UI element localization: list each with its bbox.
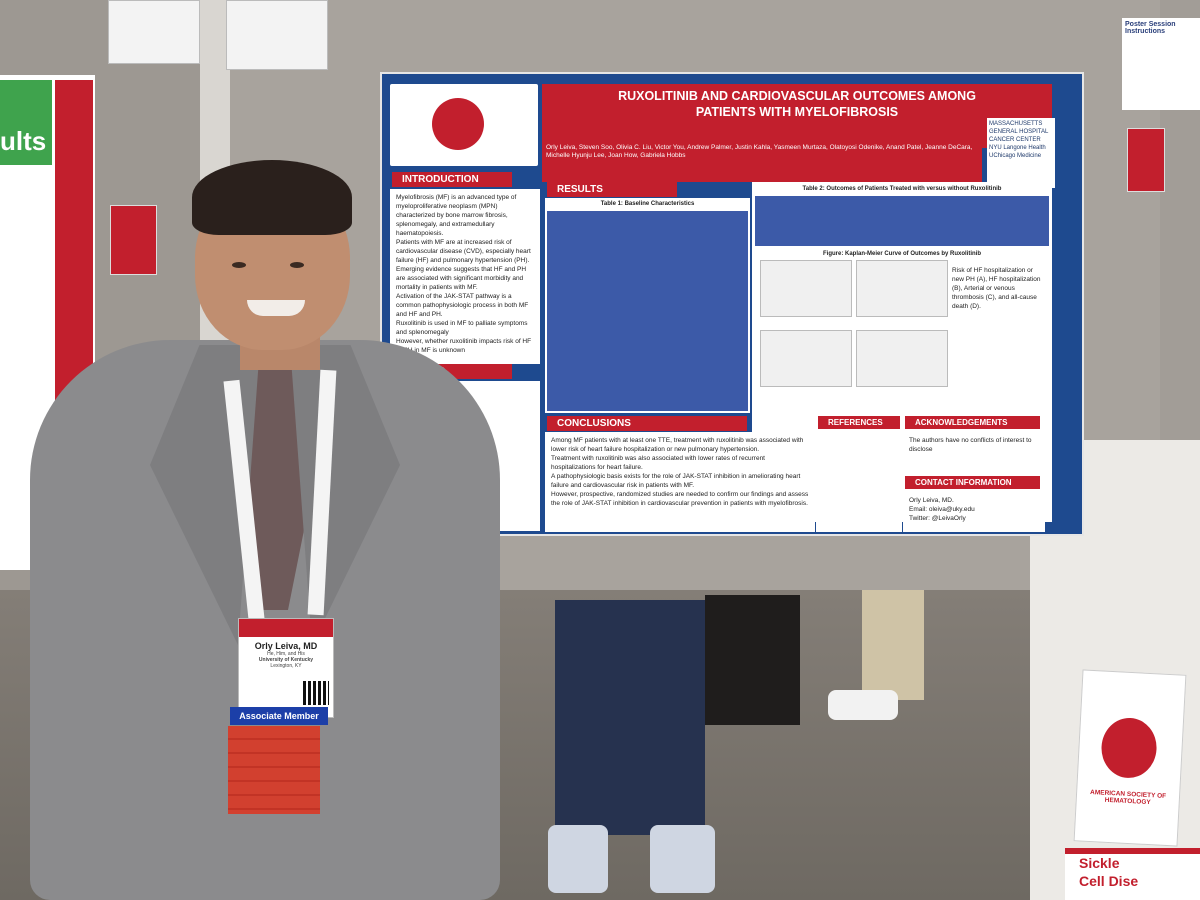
board-notice-1 — [108, 0, 200, 64]
ash-stand-sign: AMERICAN SOCIETY OF HEMATOLOGY — [1073, 669, 1187, 847]
background-person-legs — [555, 600, 705, 835]
institution-logos: MASSACHUSETTS GENERAL HOSPITAL CANCER CE… — [987, 118, 1055, 188]
km-panel-d — [856, 330, 948, 387]
km-panel-c — [760, 330, 852, 387]
badge-header — [239, 619, 333, 637]
presenter-smile — [247, 300, 305, 316]
poster-title: RUXOLITINIB AND CARDIOVASCULAR OUTCOMES … — [542, 84, 1052, 148]
conclusions-body: Among MF patients with at least one TTE,… — [545, 432, 815, 532]
km-panel-b — [856, 260, 948, 317]
logo-mgh: MASSACHUSETTS GENERAL HOSPITAL CANCER CE… — [989, 121, 1049, 143]
contact-heading: CONTACT INFORMATION — [905, 476, 1040, 489]
introduction-body: Myelofibrosis (MF) is an advanced type o… — [390, 189, 540, 364]
left-poster-heading-block: ults — [0, 80, 52, 165]
ash-stand-logo — [1099, 716, 1159, 780]
km-caption: Risk of HF hospitalization or new PH (A)… — [952, 267, 1041, 310]
contact-name: Orly Leiva, MD. — [909, 497, 954, 504]
background-person-dark — [705, 595, 800, 725]
intro-bullet: Ruxolitinib is used in MF to palliate sy… — [396, 320, 528, 336]
intro-bullet: Activation of the JAK-STAT pathway is a … — [396, 293, 529, 318]
background-person-shoe — [650, 825, 715, 893]
intro-bullet: However, whether ruxolitinib impacts ris… — [396, 338, 532, 354]
presenter-eye — [232, 262, 246, 268]
ash-placard-left — [110, 205, 157, 275]
member-ribbon: Associate Member — [230, 707, 328, 725]
ash-logo-mark — [432, 98, 484, 150]
ash-placard-right — [1127, 128, 1165, 192]
table1-body — [547, 211, 748, 411]
table1-title: Table 1: Baseline Characteristics — [600, 201, 695, 207]
ash-stand-text: AMERICAN SOCIETY OF HEMATOLOGY — [1089, 788, 1167, 807]
conclusions-heading: CONCLUSIONS — [547, 416, 747, 431]
conclusion-bullet: However, prospective, randomized studies… — [551, 491, 809, 507]
table1: Table 1: Baseline Characteristics — [545, 198, 750, 413]
background-person-sneaker — [828, 690, 898, 720]
table2-body — [755, 196, 1049, 246]
conclusion-bullet: Treatment with ruxolitinib was also asso… — [551, 455, 765, 471]
badge-name: Orly Leiva, MD — [254, 641, 318, 651]
logo-uchicago: UChicago Medicine — [989, 153, 1042, 159]
badge-location: Lexington, KY — [270, 663, 302, 669]
ash-logo — [390, 84, 538, 166]
badge-affiliation: University of Kentucky — [258, 657, 314, 663]
poster-instructions-title: Poster Session Instructions — [1125, 21, 1176, 35]
sickle-cell-sign-line1: Sickle — [1079, 855, 1120, 871]
poster-title-line2: PATIENTS WITH MYELOFIBROSIS — [695, 105, 899, 119]
intro-bullet: Myelofibrosis (MF) is an advanced type o… — [396, 194, 517, 237]
presenter-eye — [290, 262, 304, 268]
acknowledgements-heading: ACKNOWLEDGEMENTS — [905, 416, 1040, 429]
board-notice-2 — [226, 0, 328, 70]
km-figure-title: Figure: Kaplan-Meier Curve of Outcomes b… — [822, 251, 982, 257]
logo-nyu: NYU Langone Health — [989, 145, 1046, 151]
sickle-cell-sign: Sickle Cell Dise — [1065, 848, 1200, 900]
conclusion-bullet: Among MF patients with at least one TTE,… — [551, 437, 804, 453]
badge-qr-code — [303, 681, 329, 705]
background-person-shoe — [548, 825, 608, 893]
references-heading: REFERENCES — [818, 416, 900, 429]
references-body — [816, 432, 902, 532]
introduction-heading: INTRODUCTION — [392, 172, 512, 187]
conclusion-bullet: A pathophysiologic basis exists for the … — [551, 473, 801, 489]
contact-body: Orly Leiva, MD. Email: oleiva@uky.edu Tw… — [903, 492, 1045, 532]
contact-twitter: Twitter: @LeivaOrly — [909, 515, 966, 522]
poster-title-line1: RUXOLITINIB AND CARDIOVASCULAR OUTCOMES … — [618, 89, 976, 103]
intro-bullet: Patients with MF are at increased risk o… — [396, 239, 531, 264]
poster-authors: Orly Leiva, Steven Soo, Olivia C. Liu, V… — [542, 142, 982, 182]
acknowledgements-body: The authors have no conflicts of interes… — [903, 432, 1045, 472]
poster-instructions-card: Poster Session Instructions — [1122, 18, 1200, 110]
contact-email: Email: oleiva@uky.edu — [909, 506, 975, 513]
research-poster: RUXOLITINIB AND CARDIOVASCULAR OUTCOMES … — [380, 72, 1084, 536]
name-badge: Orly Leiva, MD He, Him, and His Universi… — [238, 618, 334, 718]
presenter-hair — [192, 160, 352, 235]
sickle-cell-sign-line2: Cell Dise — [1079, 873, 1139, 889]
left-poster-heading: ults — [0, 126, 47, 156]
intro-bullet: Emerging evidence suggests that HF and P… — [396, 266, 527, 291]
table2-title: Table 2: Outcomes of Patients Treated wi… — [802, 186, 1002, 192]
results-heading: RESULTS — [547, 182, 677, 197]
left-poster-strip — [55, 80, 93, 410]
badge-ribbons — [228, 726, 320, 814]
badge-pronouns: He, Him, and His — [267, 651, 305, 657]
background-person-khaki — [862, 590, 924, 700]
km-panel-a — [760, 260, 852, 317]
